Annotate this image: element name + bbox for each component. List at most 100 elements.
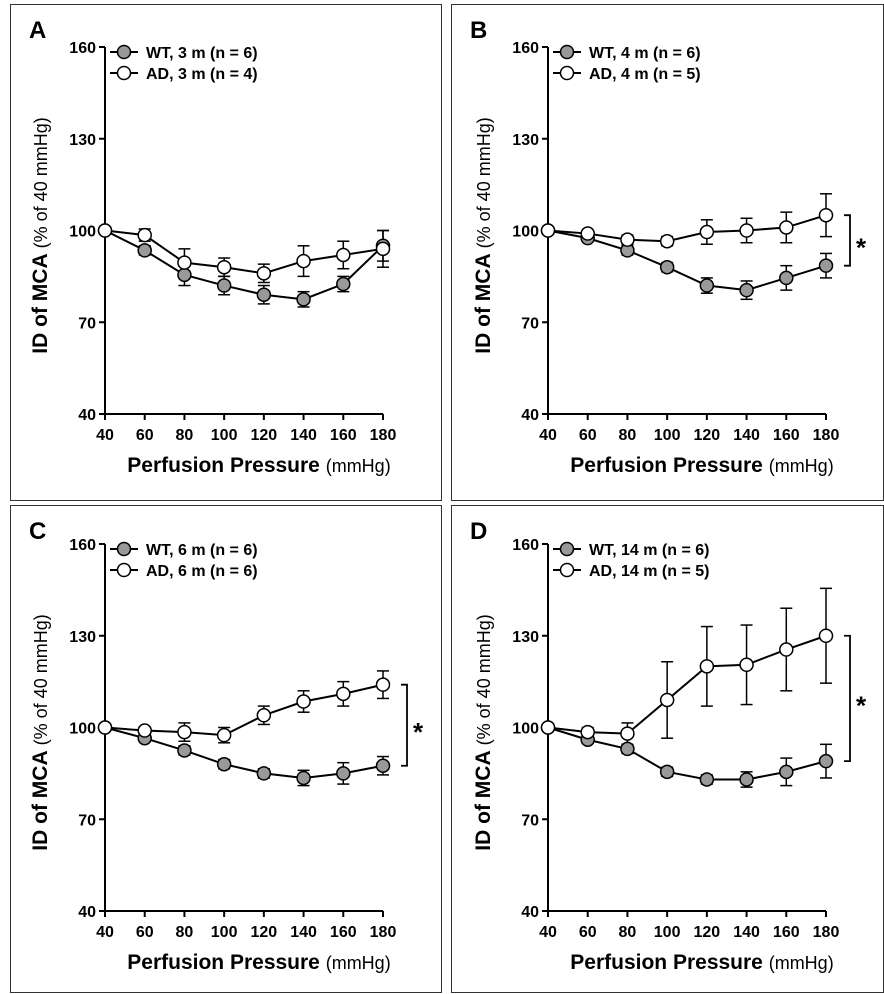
x-tick-label: 160 bbox=[773, 427, 800, 444]
significance-bracket bbox=[401, 683, 408, 767]
x-tick-label: 60 bbox=[136, 924, 154, 941]
y-tick-label: 100 bbox=[512, 721, 539, 738]
data-point bbox=[540, 720, 556, 735]
data-point bbox=[296, 770, 311, 786]
y-tick-label: 70 bbox=[521, 315, 539, 332]
legend-label: AD, 3 m (n = 4) bbox=[146, 66, 258, 83]
y-axis-title-unit: (% of 40 mmHg) bbox=[31, 117, 51, 248]
y-axis-title-main: ID of MCA bbox=[29, 248, 52, 353]
data-point bbox=[177, 724, 192, 740]
data-point bbox=[699, 278, 715, 293]
chart-d: D 40 70 100 130 160 40 60 80 100 120 140 160 180 Perfu… bbox=[470, 518, 867, 974]
x-tick-label: 120 bbox=[251, 924, 278, 941]
legend-label: AD, 4 m (n = 5) bbox=[589, 66, 701, 83]
data-point bbox=[620, 232, 635, 247]
data-point bbox=[779, 642, 794, 657]
data-point bbox=[699, 224, 715, 240]
data-point bbox=[699, 772, 715, 787]
panel-letter: C bbox=[29, 518, 46, 545]
x-axis-title-main: Perfusion Pressure bbox=[570, 454, 768, 477]
data-point bbox=[699, 659, 715, 674]
chart-a: A 40 70 100 130 160 40 60 80 100 120 140 160 180 Perfu… bbox=[29, 17, 397, 477]
data-point bbox=[137, 227, 152, 243]
y-tick-label: 160 bbox=[69, 537, 96, 554]
legend-label: AD, 6 m (n = 6) bbox=[146, 563, 258, 580]
data-point bbox=[620, 741, 635, 757]
data-point bbox=[739, 282, 754, 298]
x-tick-label: 160 bbox=[330, 924, 357, 941]
data-point bbox=[256, 708, 272, 723]
legend-marker bbox=[559, 65, 575, 81]
x-tick-label: 140 bbox=[733, 427, 760, 444]
significance-star: * bbox=[856, 690, 867, 720]
x-tick-label: 40 bbox=[539, 427, 557, 444]
y-axis-title-main: ID of MCA bbox=[472, 745, 495, 850]
data-point bbox=[659, 259, 675, 275]
legend-label: WT, 14 m (n = 6) bbox=[589, 542, 709, 559]
significance-bracket bbox=[844, 214, 851, 267]
data-point bbox=[779, 764, 794, 780]
y-tick-label: 130 bbox=[512, 629, 539, 646]
x-tick-label: 160 bbox=[330, 427, 357, 444]
x-axis-title-main: Perfusion Pressure bbox=[127, 951, 325, 974]
significance-star: * bbox=[856, 232, 867, 262]
x-tick-label: 40 bbox=[96, 924, 114, 941]
legend-label: WT, 6 m (n = 6) bbox=[146, 542, 258, 559]
x-tick-label: 180 bbox=[370, 427, 397, 444]
data-point bbox=[97, 720, 113, 735]
data-point bbox=[296, 292, 311, 307]
x-tick-label: 60 bbox=[579, 924, 597, 941]
x-tick-label: 100 bbox=[211, 427, 238, 444]
y-tick-label: 160 bbox=[512, 537, 539, 554]
data-point bbox=[137, 723, 152, 738]
data-point bbox=[779, 220, 794, 235]
y-axis-title: ID of MCA (% of 40 mmHg) bbox=[29, 117, 52, 353]
data-point bbox=[256, 766, 272, 781]
y-tick-label: 40 bbox=[521, 904, 539, 921]
legend-label: WT, 3 m (n = 6) bbox=[146, 45, 258, 62]
y-tick-label: 70 bbox=[78, 315, 96, 332]
x-axis-title-unit: (mmHg) bbox=[769, 953, 834, 973]
legend-label: WT, 4 m (n = 6) bbox=[589, 45, 701, 62]
data-point bbox=[580, 724, 595, 740]
x-tick-label: 40 bbox=[96, 427, 114, 444]
panel-letter: A bbox=[29, 17, 46, 44]
panel-letter: D bbox=[470, 518, 487, 545]
y-tick-label: 160 bbox=[69, 40, 96, 57]
data-point bbox=[540, 223, 556, 238]
y-tick-label: 100 bbox=[69, 224, 96, 241]
x-tick-label: 100 bbox=[654, 427, 681, 444]
panel-letter: B bbox=[470, 17, 487, 44]
legend-marker bbox=[559, 562, 575, 578]
x-axis-title-unit: (mmHg) bbox=[326, 456, 391, 476]
x-tick-label: 120 bbox=[251, 427, 278, 444]
x-axis-title-unit: (mmHg) bbox=[326, 953, 391, 973]
data-point bbox=[739, 772, 754, 787]
data-point bbox=[375, 241, 391, 257]
panel-a: A 40 70 100 130 160 40 60 80 100 120 140 160 180 Perfu… bbox=[10, 4, 442, 501]
legend-marker bbox=[116, 44, 132, 60]
y-tick-label: 100 bbox=[512, 224, 539, 241]
x-axis-title-main: Perfusion Pressure bbox=[570, 951, 768, 974]
significance-bracket bbox=[844, 634, 851, 763]
y-tick-label: 40 bbox=[78, 904, 96, 921]
data-point bbox=[216, 756, 232, 772]
data-point bbox=[739, 657, 754, 673]
y-tick-label: 40 bbox=[521, 407, 539, 424]
y-axis-title-main: ID of MCA bbox=[29, 745, 52, 850]
data-point bbox=[818, 207, 834, 223]
x-tick-label: 140 bbox=[733, 924, 760, 941]
x-tick-label: 140 bbox=[290, 427, 317, 444]
y-tick-label: 130 bbox=[69, 629, 96, 646]
y-tick-label: 130 bbox=[512, 132, 539, 149]
data-point bbox=[256, 287, 272, 302]
y-axis-title-main: ID of MCA bbox=[472, 248, 495, 353]
data-point bbox=[818, 753, 834, 769]
y-tick-label: 70 bbox=[78, 812, 96, 829]
x-tick-label: 80 bbox=[176, 427, 194, 444]
legend-marker bbox=[116, 541, 132, 557]
data-point bbox=[97, 223, 113, 238]
legend-marker bbox=[559, 541, 575, 557]
y-tick-label: 160 bbox=[512, 40, 539, 57]
legend-marker bbox=[116, 65, 132, 81]
